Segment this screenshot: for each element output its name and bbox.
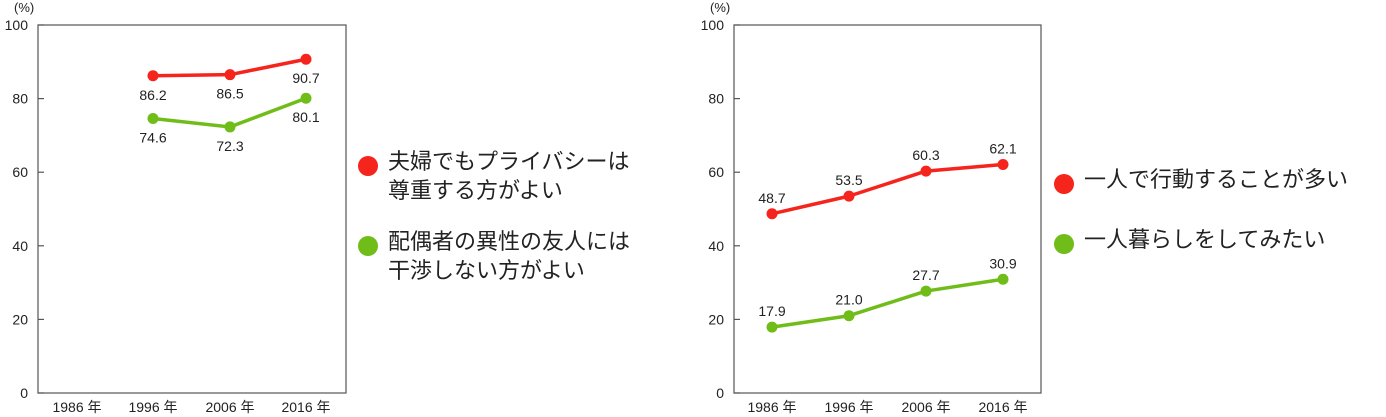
y-tick-label: 100 <box>5 17 29 33</box>
data-label: 80.1 <box>292 109 319 125</box>
data-label: 30.9 <box>989 255 1016 271</box>
y-unit-label: (%) <box>710 0 730 15</box>
y-unit-label: (%) <box>14 0 34 15</box>
y-tick-label: 20 <box>12 311 28 327</box>
data-point-red <box>766 208 778 220</box>
legend-item-privacy: 夫婦でもプライバシーは 尊重する方がよい <box>358 148 630 206</box>
data-point-green <box>300 92 312 104</box>
legend-item-no-interference: 配偶者の異性の友人には 干渉しない方がよい <box>358 228 630 286</box>
plot-frame <box>733 24 1042 394</box>
legend-label-line: 干渉しない方がよい <box>388 259 585 284</box>
y-tick-label: 60 <box>12 164 28 180</box>
data-label: 74.6 <box>139 129 166 145</box>
data-label: 17.9 <box>758 303 785 319</box>
x-tick-label: 2016 年 <box>978 399 1027 415</box>
y-tick-label: 40 <box>12 238 28 254</box>
x-tick-label: 1986 年 <box>747 399 796 415</box>
data-label: 86.2 <box>139 87 166 103</box>
x-tick-label: 2006 年 <box>205 399 254 415</box>
data-point-green <box>766 321 778 333</box>
legend-item-live-alone: 一人暮らしをしてみたい <box>1054 226 1325 255</box>
legend-item-act-alone: 一人で行動することが多い <box>1054 166 1348 195</box>
x-tick-label: 2016 年 <box>281 399 330 415</box>
data-label: 90.7 <box>292 70 319 86</box>
data-label: 27.7 <box>912 267 939 283</box>
data-point-red <box>997 158 1009 170</box>
data-label: 21.0 <box>835 292 862 308</box>
y-tick-label: 0 <box>20 385 28 401</box>
data-point-green <box>920 285 932 297</box>
green-dot-icon <box>358 236 378 256</box>
y-tick-label: 60 <box>708 164 724 180</box>
y-tick-label: 80 <box>12 91 28 107</box>
x-tick-label: 1986 年 <box>52 399 101 415</box>
y-tick-label: 100 <box>701 17 725 33</box>
y-tick-label: 0 <box>716 385 724 401</box>
red-dot-icon <box>358 156 378 176</box>
legend-label-line: 一人暮らしをしてみたい <box>1084 228 1326 253</box>
y-tick-label: 20 <box>708 311 724 327</box>
plot-frame <box>37 24 347 394</box>
data-label: 72.3 <box>216 138 243 154</box>
data-label: 60.3 <box>912 147 939 163</box>
legend-label-line: 配偶者の異性の友人には <box>388 230 631 255</box>
data-point-red <box>920 165 932 177</box>
data-point-red <box>843 190 855 202</box>
green-dot-icon <box>1054 234 1074 254</box>
data-point-red <box>147 70 159 82</box>
y-tick-label: 80 <box>708 91 724 107</box>
data-label: 86.5 <box>216 86 243 102</box>
x-tick-label: 1996 年 <box>128 399 177 415</box>
data-label: 62.1 <box>989 140 1016 156</box>
data-point-green <box>997 273 1009 285</box>
x-tick-label: 2006 年 <box>901 399 950 415</box>
series-line-green <box>771 277 1004 329</box>
legend-label-line: 一人で行動することが多い <box>1084 168 1349 193</box>
data-point-green <box>224 121 236 133</box>
red-dot-icon <box>1054 174 1074 194</box>
series-line-red <box>771 162 1004 216</box>
data-point-red <box>300 53 312 65</box>
legend-label-line: 夫婦でもプライバシーは <box>388 150 630 175</box>
legend-label-line: 尊重する方がよい <box>388 179 563 204</box>
data-label: 53.5 <box>835 172 862 188</box>
data-point-green <box>843 310 855 322</box>
data-point-green <box>147 112 159 124</box>
x-tick-label: 1996 年 <box>824 399 873 415</box>
y-tick-label: 40 <box>708 238 724 254</box>
data-label: 48.7 <box>758 190 785 206</box>
data-point-red <box>224 69 236 81</box>
